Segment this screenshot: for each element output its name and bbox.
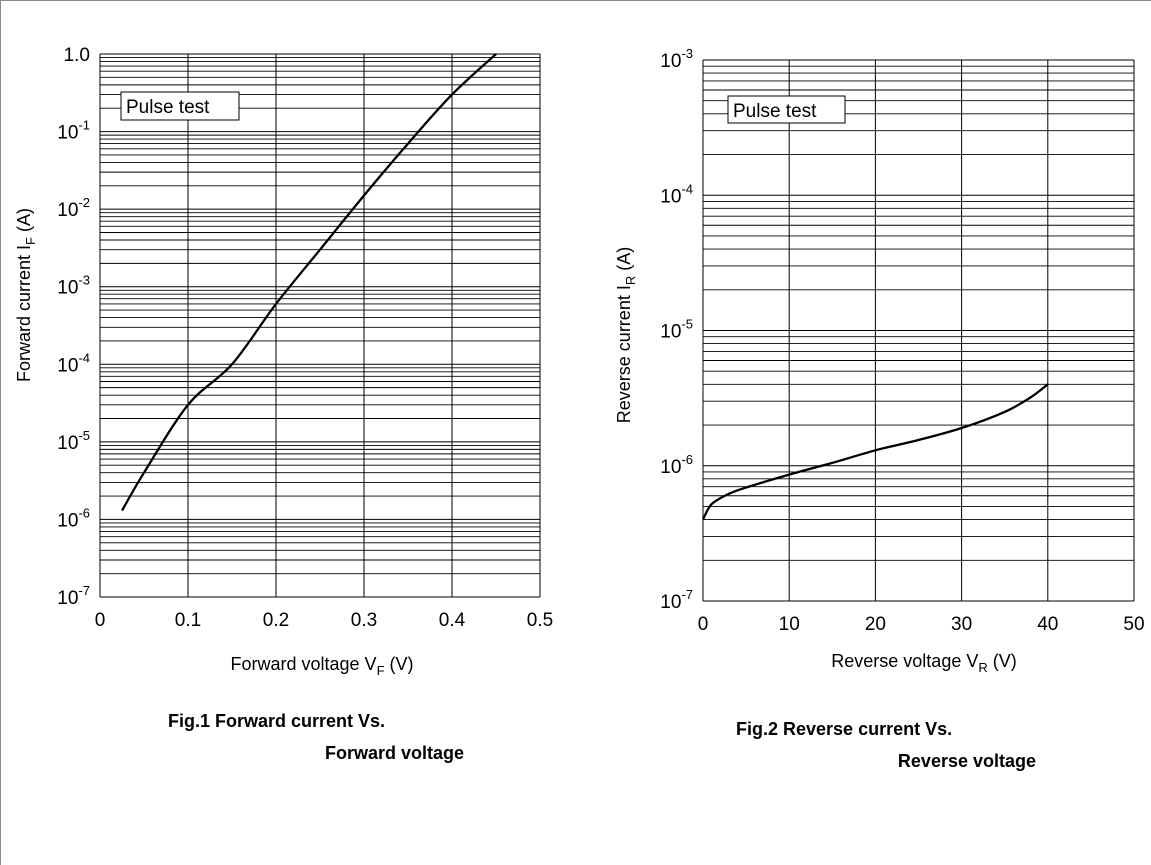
x-axis-label-main: Forward voltage V: [230, 654, 376, 674]
x-tick-label: 0.5: [527, 610, 553, 631]
y-tick-base: 10: [660, 457, 681, 478]
y-tick-exponent: -6: [681, 452, 693, 467]
y-tick-exponent: -2: [78, 195, 90, 210]
x-axis-label-main: Reverse voltage V: [831, 651, 978, 671]
y-axis-label-unit: (A): [14, 208, 34, 237]
x-tick-label: 0: [95, 610, 106, 631]
y-tick-base: 10: [660, 322, 681, 343]
y-tick-label: 1.0: [64, 45, 90, 66]
series-line: [121, 53, 497, 512]
x-tick-label: 40: [1037, 614, 1058, 635]
y-tick-base: 10: [57, 278, 78, 299]
y-tick-label: 10-5: [660, 317, 693, 343]
x-tick-label: 0.2: [263, 610, 289, 631]
x-axis-label-unit: (V): [385, 654, 414, 674]
y-axis-label-main: Forward current I: [14, 245, 34, 382]
y-tick-base: 10: [57, 123, 78, 144]
y-tick-label: 10-5: [57, 428, 90, 454]
figure-caption-line1: Fig.2 Reverse current Vs.: [736, 719, 952, 739]
x-tick-label: 0.3: [351, 610, 377, 631]
x-tick-label: 0: [698, 614, 709, 635]
y-tick-label: 10-3: [660, 46, 693, 72]
y-axis-label: Forward current IF (A): [14, 208, 38, 382]
y-tick-base: 10: [660, 186, 681, 207]
x-tick-label: 0.1: [175, 610, 201, 631]
y-tick-label: 10-4: [660, 181, 693, 207]
y-tick-base: 10: [57, 355, 78, 376]
y-tick-label: 10-3: [57, 273, 90, 299]
figure-caption-line2: Forward voltage: [325, 743, 464, 763]
y-tick-label: 10-7: [660, 587, 693, 613]
figure-caption-line2: Reverse voltage: [898, 751, 1036, 771]
x-axis-label: Reverse voltage VR (V): [831, 651, 1016, 675]
series-line: [701, 383, 1049, 521]
y-axis-label-sub: R: [623, 276, 638, 285]
chart1-x-tick-labels: 0 0.1 0.2 0.3 0.4 0.5: [95, 610, 554, 631]
y-tick-base: 10: [57, 588, 78, 609]
y-tick-label: 10-1: [57, 118, 90, 144]
y-tick-exponent: -7: [681, 587, 693, 602]
chart2-annotation: Pulse test: [727, 95, 846, 124]
chart-forward-current: Pulse test 10-710-610-510-410-310-210-11…: [14, 45, 553, 763]
y-tick-exponent: -3: [78, 273, 90, 288]
y-tick-base: 10: [660, 51, 681, 72]
y-tick-exponent: -7: [78, 583, 90, 598]
y-axis-label: Reverse current IR (A): [614, 247, 638, 423]
chart1-annotation: Pulse test: [120, 91, 240, 121]
chart2-x-tick-labels: 0 10 20 30 40 50: [698, 614, 1145, 635]
y-tick-label: 10-4: [57, 350, 90, 376]
y-tick-base: 10: [660, 592, 681, 613]
chart2-curve-layer: [701, 383, 1049, 521]
annotation-label: Pulse test: [126, 97, 210, 118]
x-tick-label: 20: [865, 614, 886, 635]
chart1-y-tick-labels: 10-710-610-510-410-310-210-11.0: [57, 45, 90, 609]
chart2-y-tick-labels: 10-710-610-510-410-3: [660, 46, 693, 613]
x-axis-label: Forward voltage VF (V): [230, 654, 413, 678]
y-tick-label: 10-7: [57, 583, 90, 609]
y-tick-label: 10-2: [57, 195, 90, 221]
y-tick-exponent: -4: [681, 181, 693, 196]
y-axis-label-sub: F: [23, 237, 38, 245]
chart2-grid: [702, 59, 1135, 602]
y-tick-exponent: -3: [681, 46, 693, 61]
chart-reverse-current: Pulse test 10-710-610-510-410-3 0 10 20 30 4…: [614, 46, 1145, 771]
y-tick-base: 10: [57, 510, 78, 531]
y-tick-exponent: -5: [78, 428, 90, 443]
figure-caption-line1: Fig.1 Forward current Vs.: [168, 711, 385, 731]
annotation-box: [727, 95, 846, 124]
chart1-curve-layer: [121, 53, 497, 512]
annotation-box: [120, 91, 240, 121]
y-tick-exponent: -5: [681, 317, 693, 332]
x-axis-label-sub: F: [377, 663, 385, 678]
y-tick-exponent: -6: [78, 505, 90, 520]
y-tick-label: 10-6: [57, 505, 90, 531]
y-tick-base: 1.0: [64, 45, 90, 66]
x-axis-label-sub: R: [978, 660, 987, 675]
y-tick-exponent: -4: [78, 350, 90, 365]
annotation-label: Pulse test: [733, 101, 817, 122]
y-tick-base: 10: [57, 433, 78, 454]
x-tick-label: 0.4: [439, 610, 466, 631]
x-tick-label: 50: [1123, 614, 1144, 635]
x-tick-label: 10: [779, 614, 800, 635]
y-tick-label: 10-6: [660, 452, 693, 478]
x-tick-label: 30: [951, 614, 972, 635]
y-tick-exponent: -1: [78, 118, 90, 133]
y-axis-label-main: Reverse current I: [614, 285, 634, 423]
y-tick-base: 10: [57, 200, 78, 221]
chart1-grid: [99, 53, 541, 598]
x-axis-label-unit: (V): [988, 651, 1017, 671]
y-axis-label-unit: (A): [614, 247, 634, 276]
